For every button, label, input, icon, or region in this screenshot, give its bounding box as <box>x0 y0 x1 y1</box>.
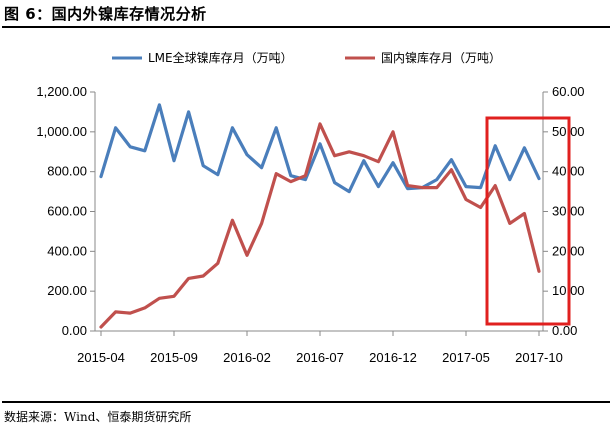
x-tick-label: 2015-04 <box>77 350 125 365</box>
x-tick-label: 2016-07 <box>296 350 344 365</box>
title-rule <box>2 26 610 28</box>
chart-legend: LME全球镍库存月（万吨） 国内镍库存月（万吨） <box>112 50 501 65</box>
left-tick-label: 600.00 <box>47 204 87 219</box>
left-tick-label: 400.00 <box>47 243 87 258</box>
left-tick-label: 200.00 <box>47 283 87 298</box>
domestic-inventory-line <box>99 122 541 329</box>
left-tick-label: 0.00 <box>62 323 87 338</box>
source-note: 数据来源：Wind、恒泰期货研究所 <box>4 410 192 424</box>
inventory-chart: 0.00 200.00 400.00 600.00 800.00 1,000.00 1,20… <box>36 50 584 365</box>
x-tick-label: 2015-09 <box>150 350 198 365</box>
footer-rule <box>2 401 610 403</box>
x-tick-label: 2016-02 <box>223 350 271 365</box>
left-tick-label: 800.00 <box>47 164 87 179</box>
left-tick-label: 1,200.00 <box>36 84 87 99</box>
page-title: 图 6：国内外镍库存情况分析 <box>4 5 207 23</box>
legend-label: 国内镍库存月（万吨） <box>381 50 501 65</box>
left-tick-label: 1,000.00 <box>36 124 87 139</box>
highlight-box <box>485 116 571 326</box>
x-tick-label: 2016-12 <box>369 350 417 365</box>
x-tick-label: 2017-10 <box>515 350 563 365</box>
right-tick-label: 60.00 <box>552 84 585 99</box>
chart-axes: 0.00 200.00 400.00 600.00 800.00 1,000.00 1,20… <box>36 84 584 365</box>
legend-label: LME全球镍库存月（万吨） <box>148 50 293 65</box>
annotation-layer <box>485 116 571 326</box>
right-tick-label: 0.00 <box>552 323 577 338</box>
x-tick-label: 2017-05 <box>442 350 490 365</box>
lme-inventory-line <box>99 103 541 194</box>
series-layer <box>99 103 541 329</box>
